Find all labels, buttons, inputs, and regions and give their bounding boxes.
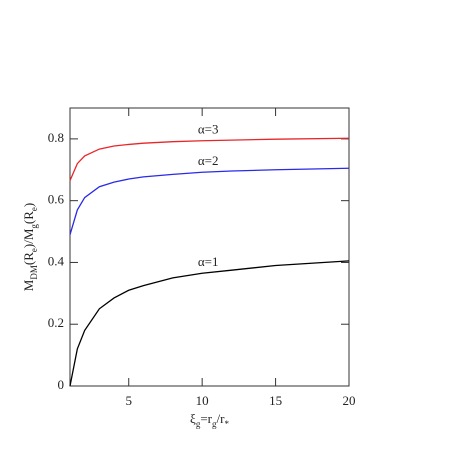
plot-frame bbox=[69, 107, 350, 387]
x-axis-label-part: =r bbox=[200, 411, 212, 426]
y-tick-label: 0.2 bbox=[48, 315, 64, 330]
x-axis-label-part: /r bbox=[217, 411, 226, 426]
line-series bbox=[69, 260, 350, 387]
x-axis-label-part: g bbox=[196, 419, 201, 429]
y-tick-label: 0 bbox=[58, 377, 65, 392]
y-axis-label-part: e bbox=[29, 207, 39, 211]
y-axis-label-part: )/M bbox=[21, 228, 36, 248]
y-axis-label-part: M bbox=[21, 279, 36, 291]
y-tick-label: 0.4 bbox=[48, 253, 65, 268]
x-axis-label-part: ξ bbox=[190, 411, 196, 426]
y-axis-label-part: e bbox=[29, 248, 39, 252]
x-axis-label: ξg=rg/r* bbox=[190, 411, 229, 429]
line-series bbox=[69, 167, 350, 235]
x-tick-label: 5 bbox=[125, 393, 132, 408]
y-axis-label-part: ) bbox=[21, 203, 36, 207]
x-tick-label: 20 bbox=[343, 393, 356, 408]
y-axis-label-part: (R bbox=[21, 252, 36, 265]
x-axis-label-part: * bbox=[224, 419, 229, 429]
y-axis-label-part: g bbox=[29, 224, 39, 229]
x-axis-label-part: g bbox=[212, 419, 217, 429]
y-axis-label-part: (R bbox=[21, 211, 36, 224]
series-label: α=3 bbox=[198, 122, 219, 137]
x-tick-label: 15 bbox=[269, 393, 282, 408]
x-tick-label: 10 bbox=[196, 393, 209, 408]
series-label: α=2 bbox=[198, 153, 219, 168]
y-axis-label: MDM(Re)/Mg(Re) bbox=[21, 203, 39, 291]
series-label: α=1 bbox=[198, 254, 219, 269]
y-axis-label-part: DM bbox=[29, 265, 39, 280]
line-series bbox=[69, 137, 350, 181]
y-tick-label: 0.6 bbox=[48, 192, 65, 207]
y-tick-label: 0.8 bbox=[48, 130, 64, 145]
